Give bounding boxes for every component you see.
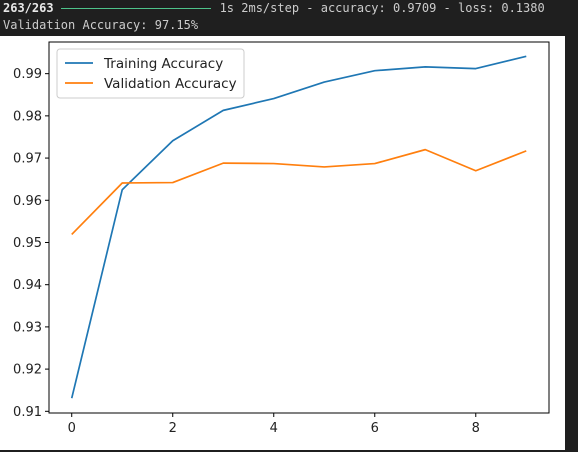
- series-line-0: [70, 55, 527, 399]
- y-tick-label: 0.92: [13, 363, 42, 378]
- y-tick-label: 0.98: [13, 109, 42, 124]
- y-tick-label: 0.97: [13, 152, 42, 167]
- progress-counter: 263/263: [3, 1, 54, 15]
- console-output: 263/263 1s 2ms/step - accuracy: 0.9709 -…: [3, 0, 578, 34]
- y-tick-label: 0.94: [13, 278, 42, 293]
- legend-label-1: Validation Accuracy: [104, 76, 237, 92]
- progress-bar: [60, 8, 211, 9]
- x-tick-label: 8: [472, 421, 480, 436]
- y-tick-label: 0.99: [13, 67, 42, 82]
- legend-label-0: Training Accuracy: [103, 56, 223, 72]
- progress-line: 263/263 1s 2ms/step - accuracy: 0.9709 -…: [3, 0, 578, 17]
- y-tick-label: 0.96: [13, 194, 42, 209]
- accuracy-chart-svg: 0.91 0.92 0.93 0.94 0.95 0.96 0.97 0.98 0.99 0 2 4 6…: [13, 41, 550, 436]
- accuracy-chart: 0.91 0.92 0.93 0.94 0.95 0.96 0.97 0.98 0.99 0 2 4 6…: [0, 36, 565, 450]
- y-tick-label: 0.91: [13, 405, 42, 420]
- progress-metrics: 1s 2ms/step - accuracy: 0.9709 - loss: 0…: [219, 1, 545, 15]
- x-tick-label: 0: [68, 421, 76, 436]
- y-tick-label: 0.95: [13, 236, 42, 251]
- validation-accuracy-text: Validation Accuracy: 97.15%: [3, 18, 199, 32]
- x-tick-label: 2: [169, 421, 177, 436]
- x-tick-label: 4: [270, 421, 278, 436]
- series-line-1: [71, 148, 527, 236]
- validation-line: Validation Accuracy: 97.15%: [3, 17, 578, 34]
- plot-frame: [48, 41, 550, 414]
- x-tick-label: 6: [371, 421, 379, 436]
- legend-box: [56, 48, 245, 99]
- y-tick-label: 0.93: [13, 320, 42, 335]
